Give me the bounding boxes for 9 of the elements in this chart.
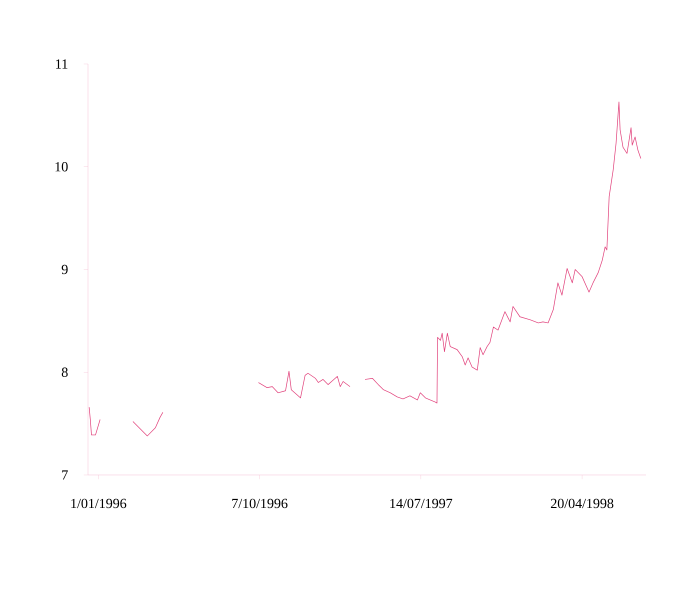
x-tick-label: 20/04/1998 bbox=[550, 498, 614, 508]
y-tick-label: 9 bbox=[62, 264, 68, 274]
x-tick-label: 1/01/1996 bbox=[71, 498, 126, 508]
y-tick-label: 7 bbox=[62, 470, 68, 480]
y-tick-label: 8 bbox=[62, 368, 68, 377]
y-tick-label: 10 bbox=[56, 162, 68, 172]
x-tick-label: 7/10/1996 bbox=[232, 498, 288, 508]
y-tick-label: 11 bbox=[56, 59, 68, 69]
x-tick-label: 14/07/1997 bbox=[390, 498, 452, 508]
